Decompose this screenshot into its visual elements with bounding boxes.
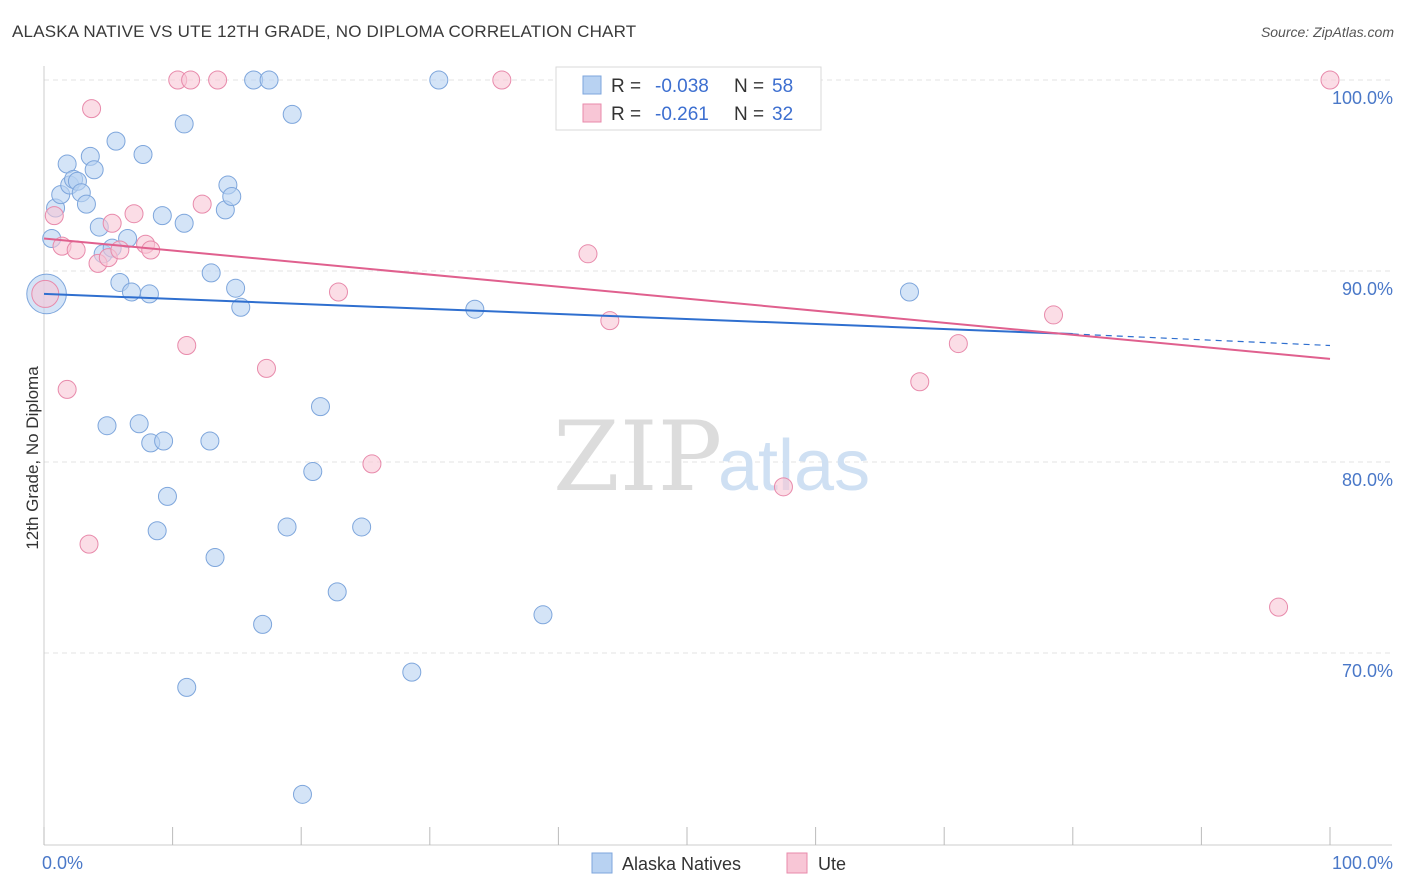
point-alaska-36 bbox=[97, 416, 117, 436]
point-alaska-40 bbox=[157, 486, 177, 506]
point-ute-19 bbox=[256, 358, 276, 378]
series-legend-label-ute: Ute bbox=[818, 854, 846, 874]
point-alaska-20 bbox=[139, 284, 159, 304]
point-alaska-31 bbox=[259, 70, 279, 90]
point-alaska-19 bbox=[133, 144, 153, 164]
legend-n-value-ute: 32 bbox=[772, 104, 793, 125]
legend-n-value-alaska: 58 bbox=[772, 76, 793, 97]
point-alaska-34 bbox=[465, 299, 485, 319]
series-legend-swatch-alaska-natives bbox=[591, 852, 613, 874]
point-ute-29 bbox=[1044, 305, 1064, 325]
point-alaska-41 bbox=[147, 521, 167, 541]
watermark-zip: ZIP bbox=[553, 401, 722, 513]
point-alaska-42 bbox=[200, 431, 220, 451]
series-legend: Alaska Natives Ute bbox=[591, 852, 846, 874]
point-ute-27 bbox=[910, 372, 930, 392]
point-ute-3 bbox=[57, 379, 77, 399]
point-alaska-11 bbox=[84, 160, 104, 180]
point-alaska-46 bbox=[277, 517, 297, 537]
point-alaska-39 bbox=[154, 431, 174, 451]
point-alaska-23 bbox=[174, 114, 194, 134]
y-tick-label-0: 100.0% bbox=[1332, 88, 1393, 108]
point-ute-9 bbox=[102, 213, 122, 233]
point-alaska-37 bbox=[129, 414, 149, 434]
x-tick-label-1: 100.0% bbox=[1332, 853, 1393, 873]
gridlines bbox=[44, 79, 1392, 654]
point-ute-31 bbox=[1320, 70, 1340, 90]
axes bbox=[43, 66, 1392, 846]
point-alaska-35 bbox=[899, 282, 919, 302]
series-legend-swatch-ute bbox=[786, 852, 808, 874]
y-tick-label-2: 80.0% bbox=[1342, 470, 1393, 490]
point-alaska-52 bbox=[533, 605, 553, 625]
trend-lines bbox=[43, 237, 1331, 360]
point-ute-18 bbox=[208, 70, 228, 90]
source-label: Source: ZipAtlas.com bbox=[1260, 24, 1394, 40]
point-alaska-47 bbox=[352, 517, 372, 537]
point-alaska-43 bbox=[205, 548, 225, 567]
y-tick-label-1: 90.0% bbox=[1342, 279, 1393, 299]
legend-n-label-alaska: N = bbox=[734, 76, 764, 97]
point-ute-11 bbox=[124, 204, 144, 224]
point-alaska-9 bbox=[76, 194, 96, 214]
point-alaska-48 bbox=[327, 582, 347, 602]
legend-r-value-alaska: -0.038 bbox=[655, 76, 709, 97]
legend-r-label-alaska: R = bbox=[611, 76, 641, 97]
x-tick-label-0: 0.0% bbox=[42, 853, 83, 873]
point-ute-22 bbox=[492, 70, 512, 90]
point-alaska-44 bbox=[310, 397, 330, 417]
legend-swatch-ute bbox=[582, 103, 602, 123]
y-axis-label: 12th Grade, No Diploma bbox=[23, 366, 42, 550]
legend-swatch-alaska-natives bbox=[582, 75, 602, 95]
point-ute-10 bbox=[110, 240, 130, 260]
chart-title: ALASKA NATIVE VS UTE 12TH GRADE, NO DIPL… bbox=[12, 22, 637, 41]
x-tick-labels: 0.0% 100.0% bbox=[42, 853, 1393, 873]
y-tick-labels: 100.0% 90.0% 80.0% 70.0% bbox=[1332, 88, 1393, 681]
point-alaska-32 bbox=[282, 104, 302, 124]
point-ute-4 bbox=[66, 240, 86, 260]
trend-line-extension-alaska bbox=[1072, 333, 1331, 347]
point-alaska-33 bbox=[429, 70, 449, 90]
point-ute-23 bbox=[578, 244, 598, 264]
point-ute-26 bbox=[773, 477, 793, 497]
data-points bbox=[26, 70, 1340, 804]
point-alaska-22 bbox=[174, 213, 194, 233]
point-alaska-28 bbox=[226, 278, 246, 298]
point-alaska-45 bbox=[303, 462, 323, 482]
point-alaska-50 bbox=[177, 677, 197, 697]
point-ute-20 bbox=[328, 282, 348, 302]
watermark-atlas: atlas bbox=[718, 426, 870, 506]
point-alaska-29 bbox=[231, 297, 251, 317]
point-ute-28 bbox=[948, 334, 968, 354]
point-ute-21 bbox=[362, 454, 382, 474]
point-ute-17 bbox=[192, 194, 212, 214]
legend-r-value-ute: -0.261 bbox=[655, 104, 709, 125]
point-ute-1 bbox=[44, 206, 64, 226]
y-tick-label-3: 70.0% bbox=[1342, 661, 1393, 681]
point-ute-6 bbox=[79, 534, 99, 554]
legend-n-label-ute: N = bbox=[734, 104, 764, 125]
trend-line-ute bbox=[43, 237, 1331, 360]
point-ute-16 bbox=[181, 70, 201, 90]
trend-line-alaska bbox=[43, 292, 1073, 336]
point-ute-30 bbox=[1269, 597, 1289, 617]
point-alaska-24 bbox=[201, 263, 221, 283]
point-alaska-51 bbox=[402, 662, 422, 682]
point-ute-5 bbox=[82, 99, 102, 119]
point-ute-15 bbox=[177, 335, 197, 355]
legend-r-label-ute: R = bbox=[611, 104, 641, 125]
point-alaska-15 bbox=[106, 131, 126, 151]
correlation-legend: R = -0.038 N = 58 R = -0.261 N = 32 bbox=[555, 66, 822, 131]
point-alaska-21 bbox=[152, 206, 172, 226]
series-legend-label-alaska-natives: Alaska Natives bbox=[622, 854, 741, 874]
point-alaska-27 bbox=[222, 187, 242, 207]
point-alaska-49 bbox=[253, 614, 273, 634]
point-ute-24 bbox=[600, 311, 620, 331]
point-alaska-53 bbox=[292, 784, 312, 804]
